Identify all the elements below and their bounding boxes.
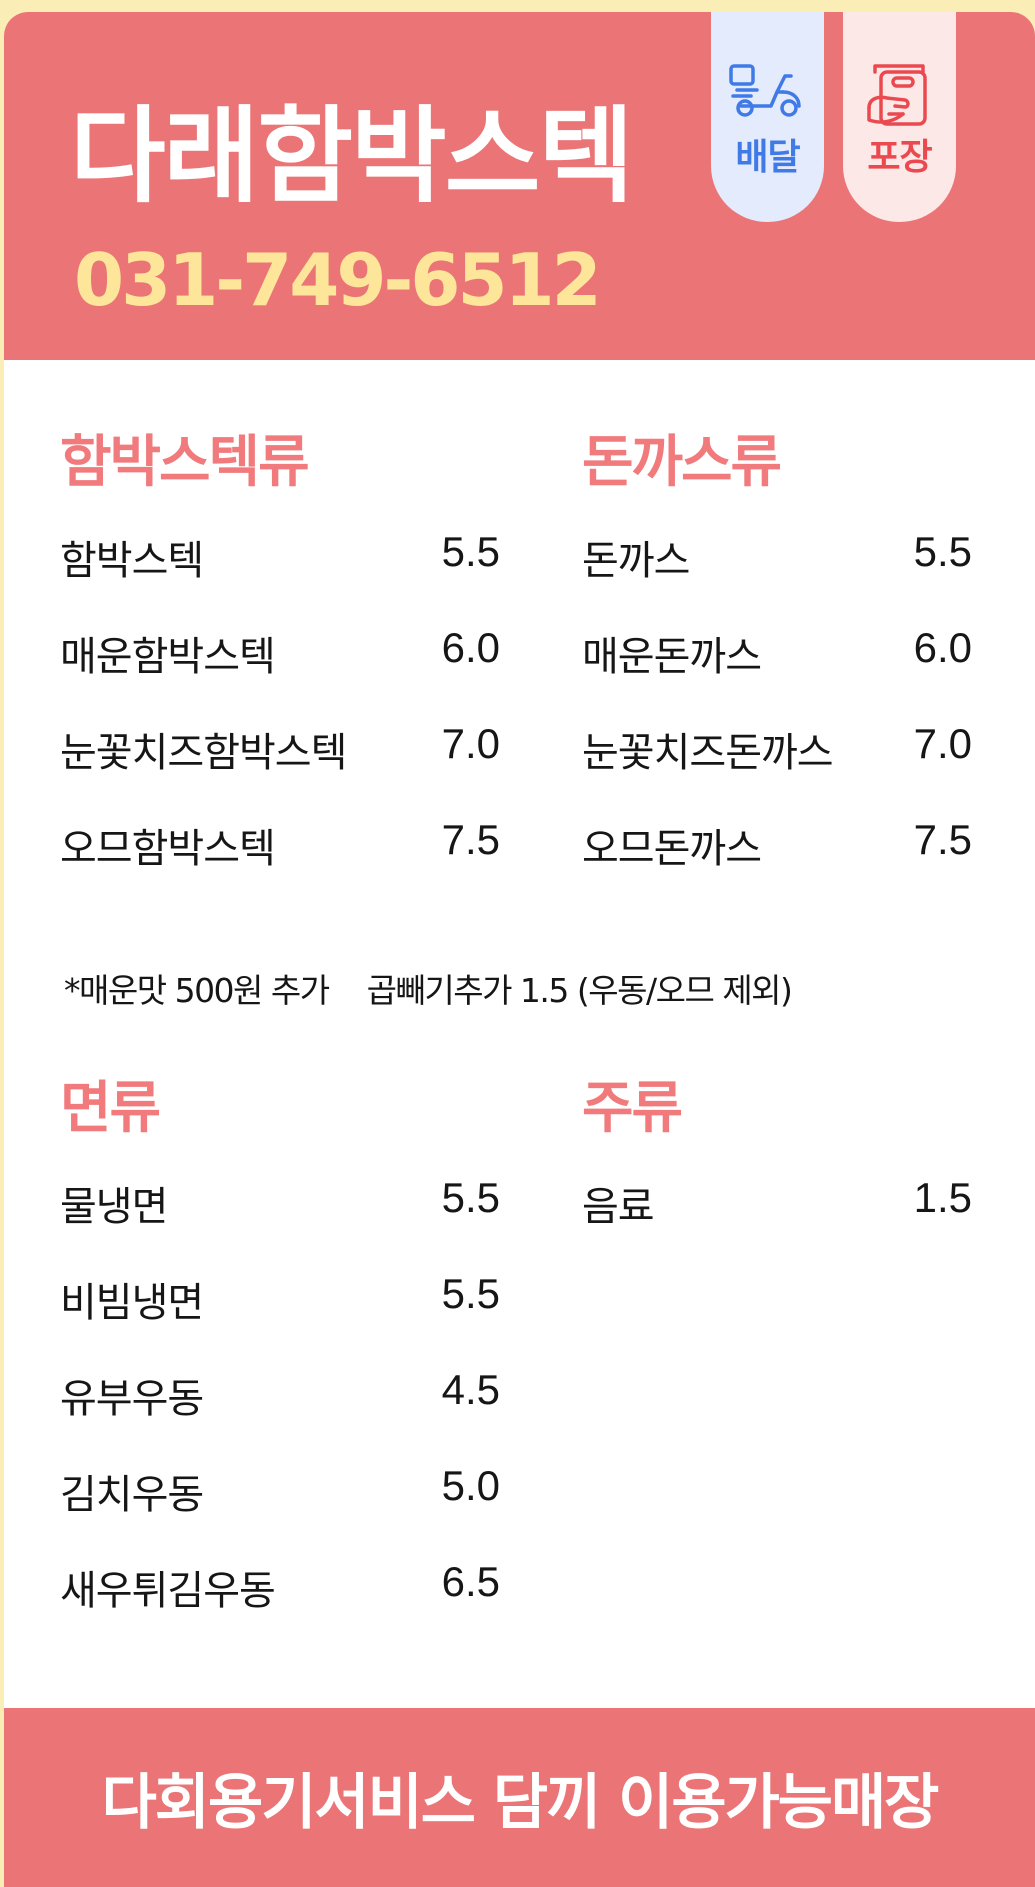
section-title: 면류 bbox=[60, 1076, 161, 1141]
item-price: 6.0 bbox=[913, 624, 972, 671]
menu-item: 오므돈까스 7.5 bbox=[582, 816, 972, 912]
menu-item: 비빔냉면 5.5 bbox=[60, 1270, 500, 1366]
item-name: 유부우동 bbox=[60, 1376, 204, 1422]
section-title: 주류 bbox=[582, 1076, 683, 1141]
section-title: 돈까스류 bbox=[582, 430, 782, 495]
menu-item: 오므함박스텍 7.5 bbox=[60, 816, 500, 912]
section-noodles: 면류 물냉면 5.5 비빔냉면 5.5 유부우동 4.5 김치우동 5.0 새우… bbox=[60, 1074, 500, 1654]
delivery-tag: 배달 bbox=[711, 12, 824, 222]
item-price: 5.5 bbox=[441, 528, 500, 575]
takeout-tag: 포장 bbox=[843, 12, 956, 222]
item-name: 새우튀김우동 bbox=[60, 1568, 276, 1614]
item-price: 1.5 bbox=[913, 1174, 972, 1221]
section-hamburg-steak: 함박스텍류 함박스텍 5.5 매운함박스텍 6.0 눈꽃치즈함박스텍 7.0 오… bbox=[60, 428, 500, 912]
section-drinks: 주류 음료 1.5 bbox=[582, 1074, 972, 1270]
item-price: 7.0 bbox=[913, 720, 972, 767]
spicy-note: *매운맛 500원 추가 bbox=[64, 971, 330, 1010]
menu-item: 김치우동 5.0 bbox=[60, 1462, 500, 1558]
menu-card: 다래함박스텍 031-749-6512 배달 bbox=[4, 12, 1035, 1887]
menu-item: 음료 1.5 bbox=[582, 1174, 972, 1270]
scooter-icon bbox=[729, 64, 801, 117]
item-price: 5.0 bbox=[441, 1462, 500, 1509]
phone-number: 031-749-6512 bbox=[74, 238, 602, 322]
item-price: 7.5 bbox=[913, 816, 972, 863]
menu-item: 유부우동 4.5 bbox=[60, 1366, 500, 1462]
footer-text: 다회용기서비스 담끼 이용가능매장 bbox=[101, 1768, 940, 1838]
item-name: 비빔냉면 bbox=[60, 1280, 204, 1326]
store-name: 다래함박스텍 bbox=[70, 95, 634, 217]
item-name: 오므함박스텍 bbox=[60, 826, 276, 872]
item-name: 오므돈까스 bbox=[582, 826, 762, 872]
delivery-label: 배달 bbox=[735, 137, 800, 178]
menu-item: 돈까스 5.5 bbox=[582, 528, 972, 624]
item-name: 함박스텍 bbox=[60, 538, 204, 584]
item-name: 돈까스 bbox=[582, 538, 690, 584]
item-price: 5.5 bbox=[913, 528, 972, 575]
takeout-bag-icon bbox=[867, 64, 927, 126]
item-name: 김치우동 bbox=[60, 1472, 204, 1518]
section-pork-cutlet: 돈까스류 돈까스 5.5 매운돈까스 6.0 눈꽃치즈돈까스 7.0 오므돈까스… bbox=[582, 428, 972, 912]
menu-item: 함박스텍 5.5 bbox=[60, 528, 500, 624]
item-name: 매운돈까스 bbox=[582, 634, 762, 680]
item-name: 음료 bbox=[582, 1184, 655, 1230]
menu-item: 눈꽃치즈돈까스 7.0 bbox=[582, 720, 972, 816]
item-name: 매운함박스텍 bbox=[60, 634, 276, 680]
item-name: 물냉면 bbox=[60, 1184, 168, 1230]
item-price: 4.5 bbox=[441, 1366, 500, 1413]
item-price: 5.5 bbox=[441, 1174, 500, 1221]
item-price: 7.5 bbox=[441, 816, 500, 863]
menu-item: 매운돈까스 6.0 bbox=[582, 624, 972, 720]
item-price: 5.5 bbox=[441, 1270, 500, 1317]
takeout-label: 포장 bbox=[867, 137, 932, 178]
item-name: 눈꽃치즈돈까스 bbox=[582, 730, 834, 776]
section-title: 함박스텍류 bbox=[60, 430, 310, 495]
item-price: 6.0 bbox=[441, 624, 500, 671]
menu-item: 매운함박스텍 6.0 bbox=[60, 624, 500, 720]
menu-item: 눈꽃치즈함박스텍 7.0 bbox=[60, 720, 500, 816]
extra-charge-note: *매운맛 500원 추가 곱빼기추가 1.5 (우동/오므 제외) bbox=[64, 964, 829, 1012]
item-price: 6.5 bbox=[441, 1558, 500, 1605]
item-name: 눈꽃치즈함박스텍 bbox=[60, 730, 347, 776]
item-price: 7.0 bbox=[441, 720, 500, 767]
large-size-note: 곱빼기추가 1.5 (우동/오므 제외) bbox=[366, 971, 793, 1010]
menu-item: 물냉면 5.5 bbox=[60, 1174, 500, 1270]
menu-item: 새우튀김우동 6.5 bbox=[60, 1558, 500, 1654]
footer-banner: 다회용기서비스 담끼 이용가능매장 bbox=[4, 1708, 1035, 1887]
header: 다래함박스텍 031-749-6512 배달 bbox=[4, 12, 1035, 360]
